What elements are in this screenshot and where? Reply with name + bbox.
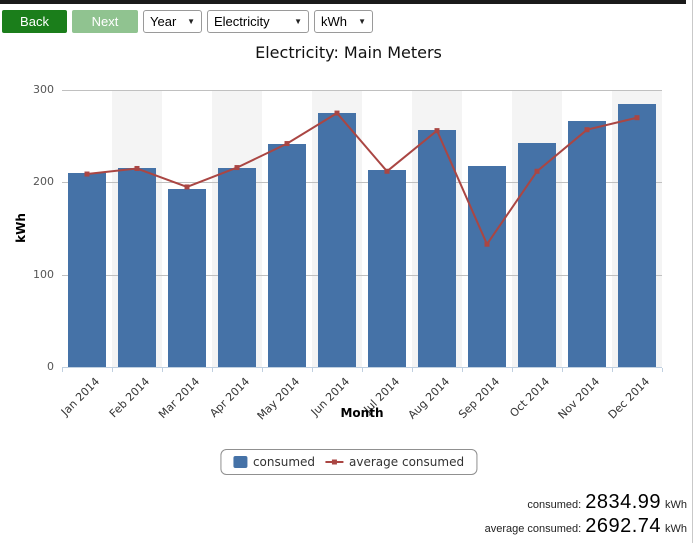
- legend-label-average-consumed: average consumed: [349, 455, 465, 469]
- line-point-nov-2014: [584, 127, 590, 133]
- back-button[interactable]: Back: [2, 10, 67, 33]
- plot-band-aug-2014: [412, 90, 462, 367]
- bar-consumed-aug-2014: [418, 129, 456, 367]
- line-point-jul-2014: [384, 168, 390, 174]
- legend-item-average-consumed[interactable]: average consumed: [325, 455, 464, 469]
- period-select-value: Year: [150, 14, 177, 29]
- bar-consumed-feb-2014: [118, 167, 156, 367]
- period-select[interactable]: Year ▼: [143, 10, 202, 33]
- legend-swatch-consumed-icon: [232, 456, 247, 468]
- stat-value: 2692.74: [585, 515, 661, 537]
- window-top-bar: [0, 0, 686, 4]
- line-point-feb-2014: [134, 165, 140, 171]
- x-axis-tick: [112, 368, 113, 372]
- line-point-mar-2014: [184, 184, 190, 190]
- unit-select-value: kWh: [321, 14, 347, 29]
- stat-row-average-consumed: average consumed: 2692.74 kWh: [485, 515, 687, 538]
- bar-consumed-apr-2014: [218, 167, 256, 367]
- x-axis-title: Month: [340, 406, 384, 420]
- meter-select-value: Electricity: [214, 14, 270, 29]
- x-axis-tick: [212, 368, 213, 372]
- line-point-oct-2014: [534, 168, 540, 174]
- y-tick-label-0: 0: [47, 360, 54, 373]
- grid-line-100: [62, 275, 662, 276]
- bar-consumed-dec-2014: [618, 103, 656, 367]
- grid-line-200: [62, 182, 662, 183]
- x-axis-tick: [612, 368, 613, 372]
- stat-row-consumed: consumed: 2834.99 kWh: [527, 491, 687, 514]
- line-point-may-2014: [284, 141, 290, 147]
- plot-band-feb-2014: [112, 90, 162, 367]
- stat-value: 2834.99: [585, 491, 661, 513]
- page-right-border: [692, 0, 693, 543]
- bar-consumed-jan-2014: [68, 173, 106, 367]
- plot-band-jun-2014: [312, 90, 362, 367]
- chevron-down-icon: ▼: [294, 17, 302, 26]
- x-axis-tick: [362, 368, 363, 372]
- chevron-down-icon: ▼: [187, 17, 195, 26]
- x-axis-tick: [312, 368, 313, 372]
- y-tick-label-300: 300: [33, 83, 54, 96]
- line-point-sep-2014: [484, 241, 490, 247]
- stat-unit: kWh: [665, 499, 687, 511]
- unit-select[interactable]: kWh ▼: [314, 10, 373, 33]
- plot-band-apr-2014: [212, 90, 262, 367]
- stat-unit: kWh: [665, 523, 687, 535]
- bar-consumed-nov-2014: [568, 120, 606, 367]
- legend-item-consumed[interactable]: consumed: [232, 455, 316, 469]
- line-point-dec-2014: [634, 115, 640, 121]
- line-point-apr-2014: [234, 165, 240, 171]
- x-axis-tick: [262, 368, 263, 372]
- bar-consumed-sep-2014: [468, 165, 506, 367]
- chart-title: Electricity: Main Meters: [255, 43, 442, 62]
- x-axis-tick: [462, 368, 463, 372]
- line-point-jan-2014: [84, 171, 90, 177]
- y-tick-label-100: 100: [33, 268, 54, 281]
- next-button[interactable]: Next: [72, 10, 138, 33]
- bar-consumed-mar-2014: [168, 188, 206, 367]
- plot-area: [62, 90, 662, 368]
- x-axis-tick: [162, 368, 163, 372]
- x-axis-tick: [512, 368, 513, 372]
- summary-stats: consumed: 2834.99 kWh average consumed: …: [485, 491, 687, 538]
- stat-label: consumed:: [527, 499, 582, 511]
- bar-consumed-oct-2014: [518, 142, 556, 367]
- chart-legend: consumed average consumed: [219, 449, 478, 475]
- bar-consumed-jul-2014: [368, 170, 406, 367]
- x-axis-tick: [662, 368, 663, 372]
- x-axis-tick: [412, 368, 413, 372]
- x-axis-tick: [62, 368, 63, 372]
- plot-band-dec-2014: [612, 90, 662, 367]
- grid-line-300: [62, 90, 662, 91]
- bar-consumed-may-2014: [268, 143, 306, 367]
- line-point-jun-2014: [334, 110, 340, 116]
- y-tick-label-200: 200: [33, 175, 54, 188]
- chevron-down-icon: ▼: [358, 17, 366, 26]
- legend-line-marker-icon: [325, 459, 344, 465]
- plot-band-oct-2014: [512, 90, 562, 367]
- y-axis-title: kWh: [14, 213, 28, 243]
- x-axis-tick: [562, 368, 563, 372]
- stat-label: average consumed:: [484, 523, 582, 535]
- legend-label-consumed: consumed: [252, 455, 316, 469]
- average-consumed-line: [84, 110, 640, 247]
- line-point-aug-2014: [434, 128, 440, 134]
- bar-consumed-jun-2014: [318, 113, 356, 367]
- meter-select[interactable]: Electricity ▼: [207, 10, 309, 33]
